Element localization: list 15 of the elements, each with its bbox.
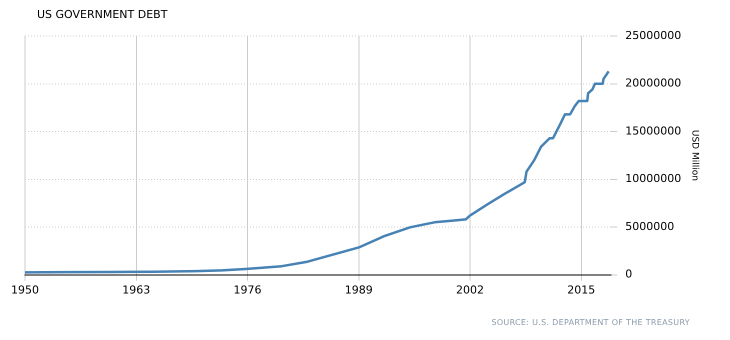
y-tick-label: 10000000 [625, 172, 682, 186]
y-tick-label: 20000000 [625, 76, 682, 90]
x-tick-label: 1989 [344, 283, 373, 296]
y-tick-label: 0 [625, 268, 632, 281]
x-tick-label: 2002 [456, 283, 484, 296]
y-tick-label: 15000000 [625, 124, 682, 138]
x-tick-label: 1950 [11, 283, 39, 296]
x-tick-label: 1963 [122, 283, 150, 296]
x-tick-label: 2015 [567, 283, 596, 296]
y-axis-title: USD Million [689, 130, 700, 181]
y-tick-label: 25000000 [625, 28, 682, 42]
x-tick-label: 1976 [234, 283, 262, 296]
source-note: SOURCE: U.S. DEPARTMENT OF THE TREASURY [491, 318, 690, 327]
chart-title: US GOVERNMENT DEBT [37, 8, 168, 21]
y-tick-label: 5000000 [625, 220, 674, 233]
